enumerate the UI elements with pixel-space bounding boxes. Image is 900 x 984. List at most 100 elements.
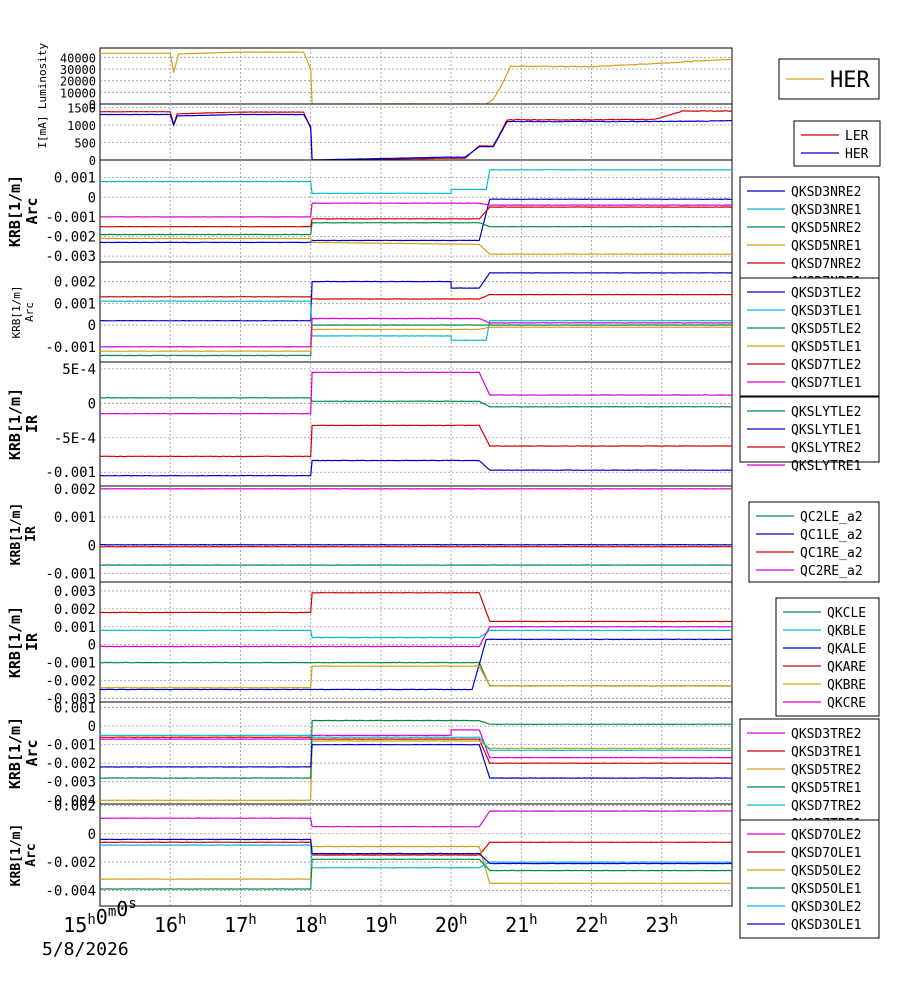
series-line-QKSD3OLE2 [99, 844, 733, 869]
time-tick-unit: h [87, 912, 95, 928]
plot-frame [99, 701, 733, 805]
legend-entry: QKSD5TLE1 [791, 340, 861, 355]
time-tick-unit: h [599, 912, 607, 928]
series-line-QKSD3NRE2 [99, 198, 733, 244]
y-tick-label: 0.003 [54, 584, 96, 600]
legend: HER [778, 58, 880, 100]
series-line-QKARE [100, 591, 732, 623]
series-line-QKSLYTRE2 [99, 424, 733, 458]
time-tick-hour: 16 [154, 913, 178, 937]
series-line-LER [99, 110, 733, 161]
series-line-QKSD7OLE1 [100, 841, 733, 856]
time-tick-unit: h [248, 912, 256, 928]
legend-entry: QKBRE [827, 678, 866, 693]
plot-frame [99, 485, 733, 583]
y-tick-label: 30000 [60, 63, 96, 77]
series-line-QKBLE [99, 629, 733, 639]
legend: QKSD3TRE2 QKSD3TRE1 QKSD5TRE2 QKSD5TRE1 QKSD… [739, 718, 880, 838]
series-line-QKSD3NRE1 [99, 169, 733, 195]
series-line-HER [100, 113, 733, 161]
y-tick-label: 0 [88, 190, 96, 206]
legend-entry: QKBLE [827, 624, 866, 639]
time-tick-hour: 23 [646, 913, 670, 937]
legend-entry: QKALE [827, 642, 866, 657]
legend-entry: QKSLYTLE1 [791, 423, 861, 438]
time-tick-label: 19h [365, 912, 398, 937]
series-line-QKSD7NRE1 [100, 202, 732, 218]
series-line-QKSLYTLE2 [99, 396, 733, 408]
plot-frame [99, 261, 733, 363]
y-axis-label: Luminosity [36, 43, 49, 110]
y-tick-label: -5E-4 [54, 431, 96, 447]
y-tick-label: 0.001 [54, 296, 96, 312]
legend-entry: QC2LE_a2 [800, 510, 863, 525]
series-line-QKSD7TLE1 [99, 317, 733, 348]
legend-entry: QKSD5NRE1 [791, 239, 861, 254]
y-tick-label: 1500 [67, 102, 96, 116]
time-tick-label: 22h [575, 912, 608, 937]
y-tick-label: 1000 [67, 119, 96, 133]
plot-frame [99, 581, 733, 703]
y-axis-label: Arc [23, 302, 36, 322]
time-tick-part: 0 [116, 897, 128, 921]
legend-entry: QKSD7TLE2 [791, 358, 861, 373]
plot-frame [99, 103, 733, 161]
series-line-QKSD7OLE2 [99, 810, 733, 828]
time-tick-hour: 17 [224, 913, 248, 937]
legend-frame [748, 501, 880, 583]
y-axis-label: KRB[1/m] [9, 824, 24, 887]
y-axis-label: KRB[1/m] [6, 606, 24, 678]
legend-frame [793, 120, 881, 167]
series-line-QKBRE [99, 665, 733, 689]
series-line-QKSD5OLE1 [99, 858, 732, 890]
y-tick-label: 0.002 [54, 275, 96, 291]
y-axis-label: KRB[1/m] [6, 175, 24, 247]
time-tick-label: 17h [224, 912, 257, 937]
y-tick-label: -0.004 [45, 883, 96, 899]
y-axis-label: Arc [23, 739, 41, 766]
y-axis-label: KRB[1/m] [10, 286, 23, 339]
legend-entry: HER [845, 147, 869, 162]
legend-entry: QKSD3OLE2 [791, 900, 861, 915]
series-line-QKSLYTLE1 [99, 459, 732, 477]
y-tick-label: -0.002 [45, 855, 96, 871]
legend-entry: QKSD7OLE2 [791, 828, 861, 843]
plot-frame [99, 361, 733, 487]
legend-entry: QKSD5TRE2 [791, 763, 861, 778]
legend-entry: QKSD5TLE2 [791, 322, 861, 337]
y-tick-label: -0.002 [45, 674, 96, 690]
y-tick-label: 0 [88, 396, 96, 412]
legend: QKSD3NRE2 QKSD3NRE1 QKSD5NRE2 QKSD5NRE1 QKSD… [739, 176, 880, 296]
series-line-QKSD3TRE2 [99, 729, 733, 759]
y-axis-label: IR [23, 632, 41, 651]
series-line-QKSD7TLE2 [99, 293, 733, 300]
time-tick-label: 23h [646, 912, 679, 937]
legend-entry: HER [830, 68, 870, 93]
panel-7: -0.003-0.002 -0.001 0 0.001 0.002 0.003 KRB[1/… [6, 581, 880, 717]
time-tick-unit: h [178, 912, 186, 928]
series-line-QKSD5NRE1 [99, 237, 732, 255]
time-tick-unit: h [318, 912, 326, 928]
time-tick-hour: 21 [505, 913, 529, 937]
legend-entry: QKCLE [827, 606, 866, 621]
time-tick-hour: 15 [63, 913, 87, 937]
y-tick-label: -0.001 [45, 738, 96, 754]
legend-entry: QKSD5OLE2 [791, 864, 861, 879]
y-tick-label: 0.002 [54, 602, 96, 618]
date-label: 5/8/2026 [42, 939, 129, 960]
y-tick-label: 0.002 [54, 482, 96, 498]
legend-entry: QKSLYTLE2 [791, 405, 861, 420]
y-tick-label: -0.001 [45, 340, 96, 356]
y-axis-label: KRB[1/m] [9, 503, 24, 566]
y-tick-label: -0.001 [45, 567, 96, 583]
y-tick-label: -0.001 [45, 210, 96, 226]
time-tick-label: 18h [294, 912, 327, 937]
legend-entry: QKARE [827, 660, 866, 675]
y-tick-label: -0.002 [45, 230, 96, 246]
legend-entry: QKCRE [827, 696, 866, 711]
legend-entry: QKSD3TLE2 [791, 286, 861, 301]
